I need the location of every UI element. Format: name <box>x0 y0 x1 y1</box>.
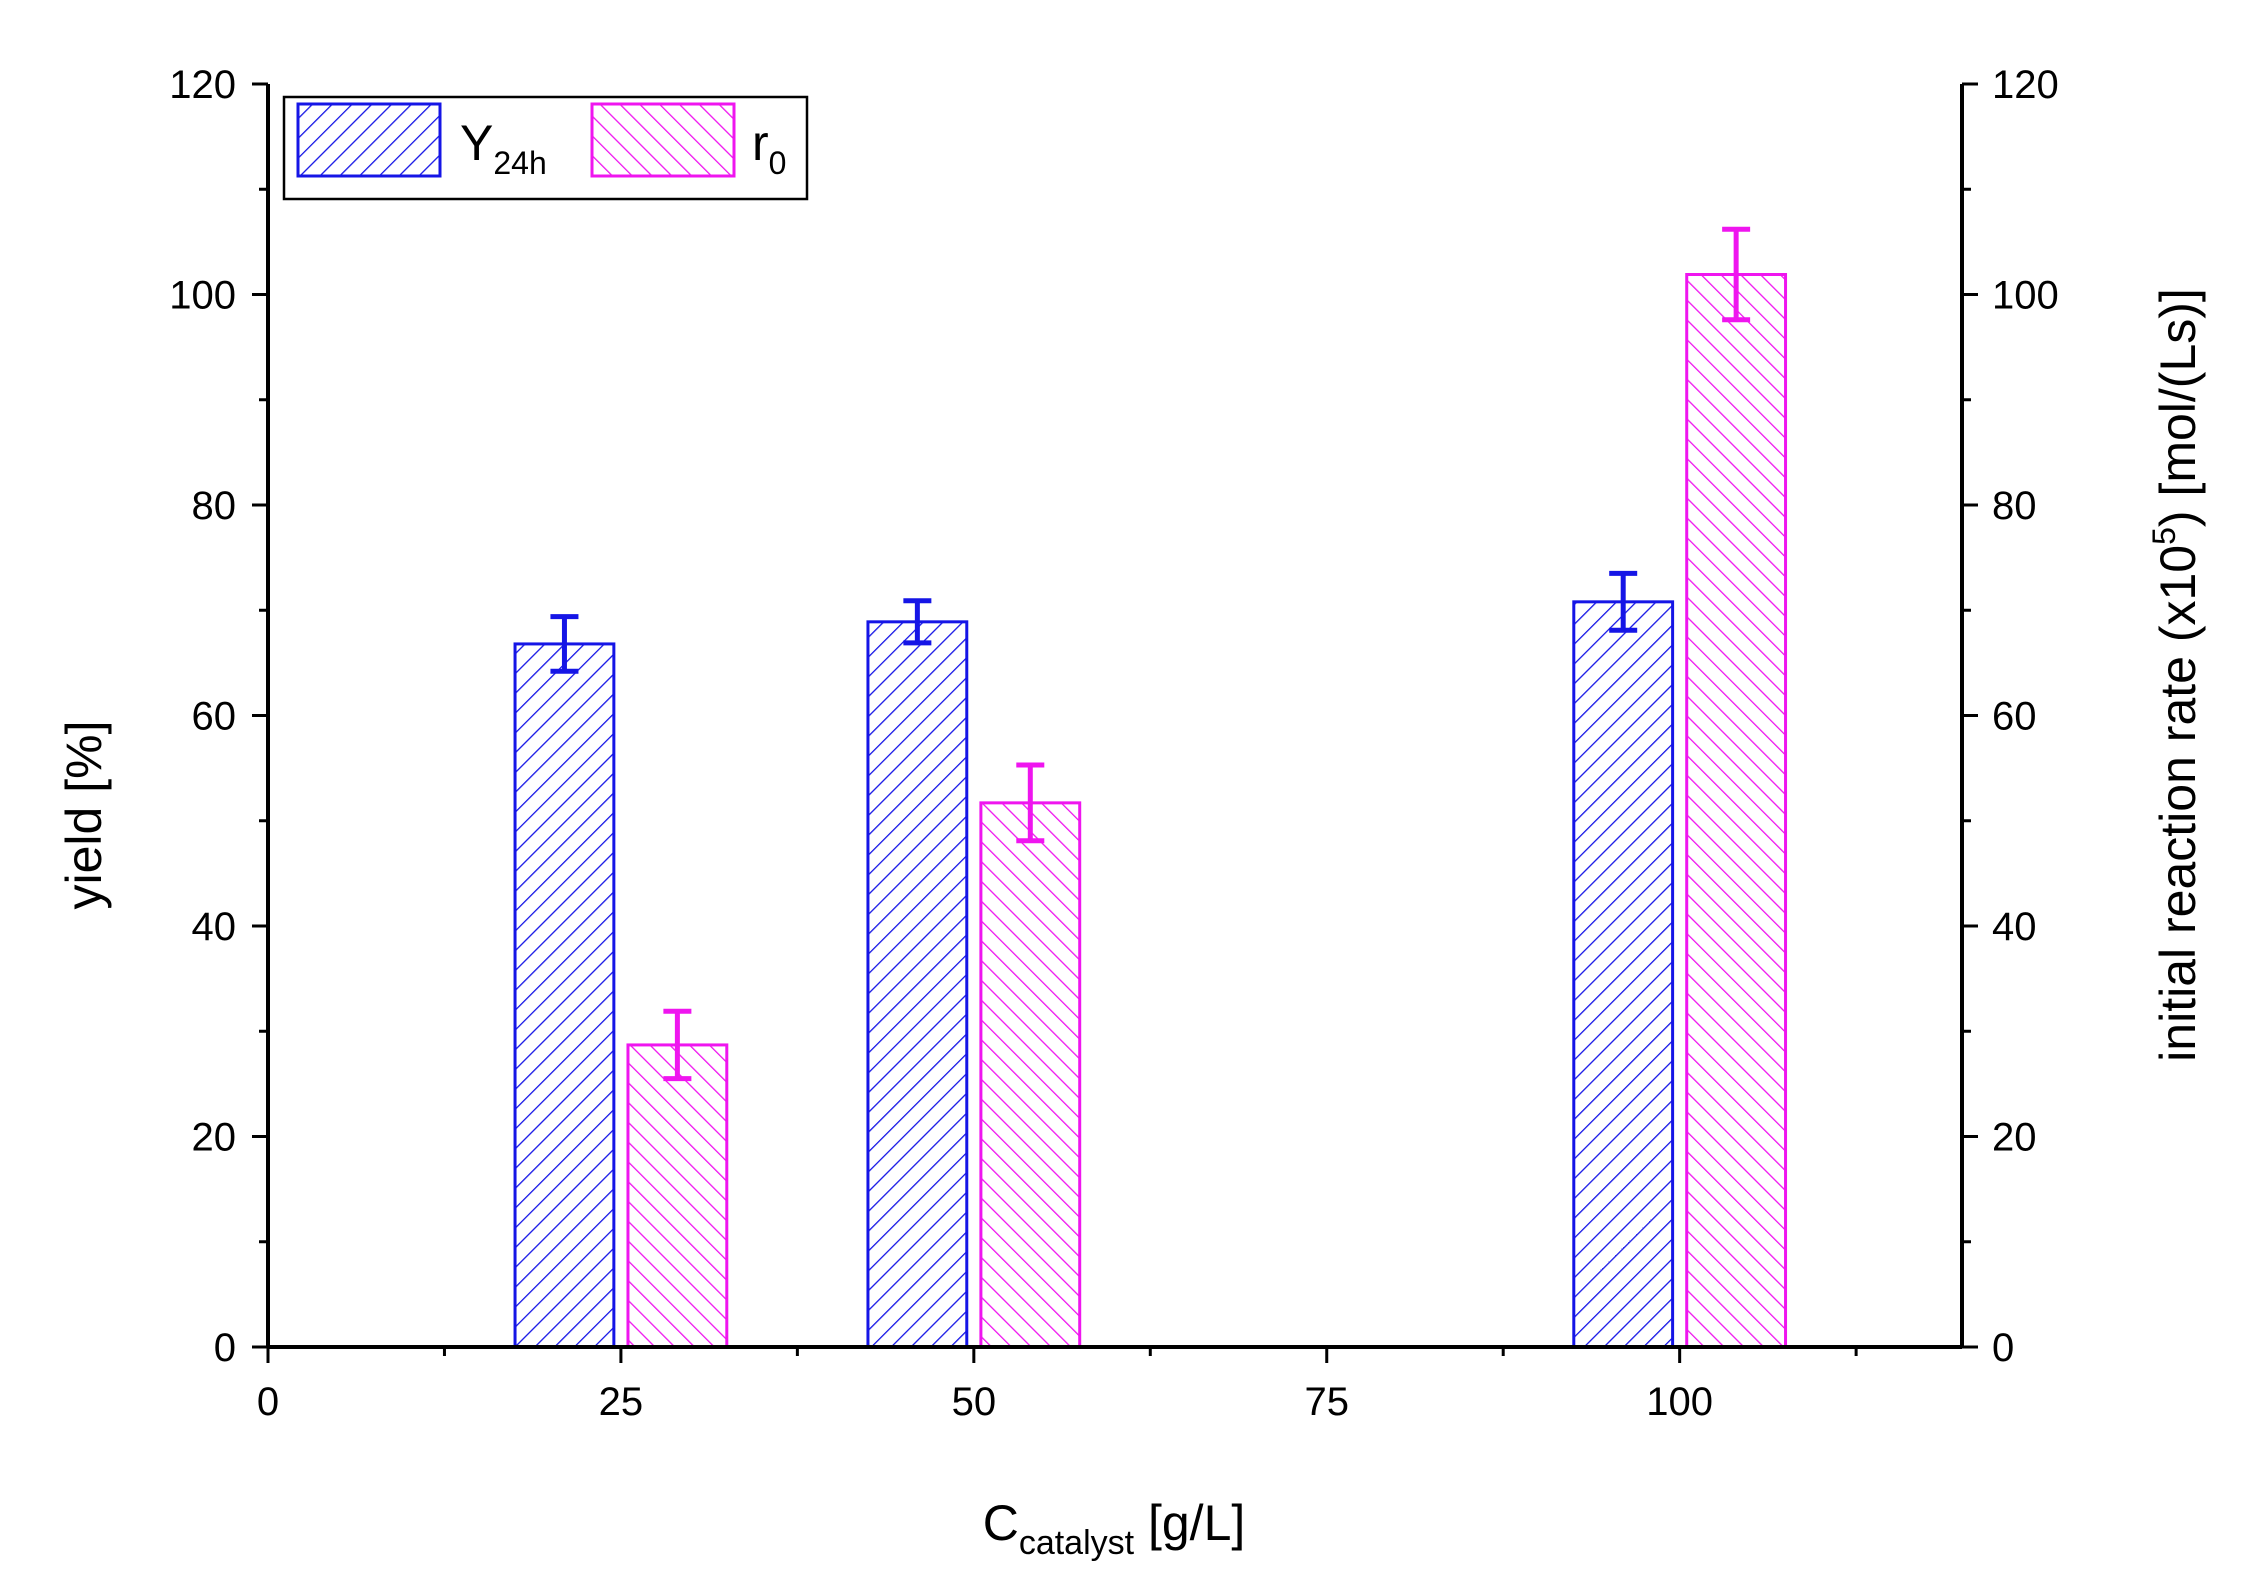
y-left-tick-label: 0 <box>214 1326 236 1370</box>
legend: Y24h r0 <box>282 95 809 201</box>
y-right-axis-title-sup: 5 <box>2146 527 2182 545</box>
y-right-axis-title-suffix: ) [mol/(Ls)] <box>2150 288 2206 527</box>
bar-r0 <box>626 1043 729 1349</box>
y-left-axis-title: yield [%] <box>56 721 112 910</box>
bar-r0 <box>979 801 1082 1349</box>
legend-label-r0-sub: 0 <box>769 145 787 181</box>
y-left-tick-label: 120 <box>169 63 236 107</box>
y-left-tick-label: 60 <box>192 695 237 739</box>
y-right-tick-label: 80 <box>1992 484 2037 528</box>
x-tick-label: 25 <box>599 1380 644 1424</box>
x-tick-label: 0 <box>257 1380 279 1424</box>
y-left-tick-label: 40 <box>192 905 237 949</box>
y-right-tick-label: 60 <box>1992 695 2037 739</box>
bar-r0 <box>1685 273 1788 1349</box>
x-axis-title: Ccatalyst [g/L] <box>983 1495 1246 1562</box>
x-tick-label: 100 <box>1646 1380 1713 1424</box>
y-right-tick-label: 20 <box>1992 1116 2037 1160</box>
legend-label-r0: r0 <box>752 115 786 181</box>
y-right-tick-label: 120 <box>1992 63 2059 107</box>
legend-label-y24h-sub: 24h <box>493 145 546 181</box>
legend-label-y24h: Y24h <box>460 115 547 181</box>
y-left-tick-label: 100 <box>169 274 236 318</box>
bar-Y24h <box>1572 600 1675 1349</box>
y-left-tick-label: 20 <box>192 1116 237 1160</box>
bar-Y24h <box>866 620 969 1349</box>
legend-swatch-y24h <box>296 102 442 178</box>
legend-label-y24h-main: Y <box>460 115 493 171</box>
y-right-axis-title: initial reaction rate (x105) [mol/(Ls)] <box>2146 288 2206 1062</box>
x-tick-label: 50 <box>952 1380 997 1424</box>
y-right-tick-label: 0 <box>1992 1326 2014 1370</box>
y-right-axis-title-prefix: initial reaction rate (x10 <box>2150 545 2206 1062</box>
x-tick-label: 75 <box>1305 1380 1350 1424</box>
x-axis-title-sub: catalyst <box>1019 1524 1135 1562</box>
axes-layer: 0 25 50 75 100 0 20 40 60 80 100 120 0 20 40 60 80 100 120 <box>169 63 2059 1424</box>
x-axis-title-main: C <box>983 1495 1019 1551</box>
legend-label-r0-main: r <box>752 115 769 171</box>
bar-Y24h <box>513 642 616 1349</box>
legend-swatch-r0 <box>590 102 736 178</box>
bars-layer <box>513 226 1788 1349</box>
y-right-tick-label: 100 <box>1992 274 2059 318</box>
x-axis-title-suffix: [g/L] <box>1134 1495 1245 1551</box>
y-right-tick-label: 40 <box>1992 905 2037 949</box>
y-left-tick-label: 80 <box>192 484 237 528</box>
